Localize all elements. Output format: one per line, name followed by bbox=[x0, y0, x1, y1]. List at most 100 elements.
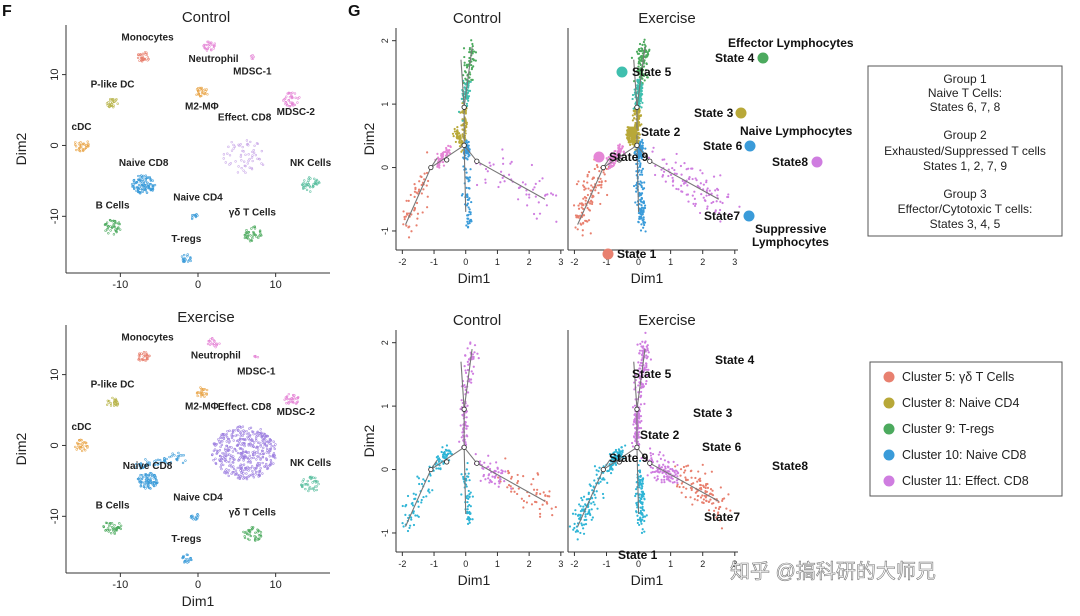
cell-point bbox=[635, 50, 639, 53]
cell-point bbox=[475, 183, 479, 187]
cell-point bbox=[548, 490, 551, 493]
cell-point bbox=[578, 202, 582, 205]
cell-point bbox=[81, 142, 85, 146]
cell-point bbox=[232, 143, 235, 147]
cell-point bbox=[236, 451, 240, 455]
cell-point bbox=[471, 42, 474, 46]
cell-point bbox=[190, 515, 193, 518]
cell-point bbox=[230, 140, 233, 144]
cell-point bbox=[137, 178, 141, 181]
cell-point bbox=[471, 353, 474, 356]
cell-point bbox=[640, 487, 643, 490]
cell-point bbox=[225, 435, 229, 439]
cell-point bbox=[654, 164, 657, 167]
cell-point bbox=[467, 472, 470, 475]
cell-point bbox=[153, 474, 156, 477]
cell-point bbox=[642, 40, 645, 44]
cell-point bbox=[313, 177, 316, 181]
cell-point bbox=[416, 475, 419, 478]
cell-point bbox=[644, 44, 647, 48]
cell-point bbox=[637, 123, 640, 127]
cell-point bbox=[467, 358, 471, 361]
cell-point bbox=[247, 469, 250, 472]
cell-point bbox=[234, 429, 237, 432]
state-label: State8 bbox=[772, 459, 808, 473]
cell-point bbox=[292, 104, 295, 107]
cell-point bbox=[457, 110, 461, 113]
cell-point bbox=[669, 467, 672, 471]
cell-point bbox=[592, 176, 596, 179]
cell-point bbox=[296, 101, 299, 104]
cell-point bbox=[112, 404, 116, 407]
cell-point bbox=[145, 477, 149, 480]
cell-point bbox=[641, 485, 644, 488]
cell-point bbox=[599, 202, 602, 206]
cell-point bbox=[593, 465, 597, 468]
cell-point bbox=[646, 54, 649, 58]
cell-point bbox=[465, 424, 468, 428]
cell-point bbox=[79, 141, 82, 144]
cell-point bbox=[465, 63, 469, 66]
cell-point bbox=[469, 342, 472, 345]
state-label: State 2 bbox=[640, 428, 680, 442]
tree-node bbox=[428, 164, 434, 171]
cell-point bbox=[410, 518, 413, 521]
cell-point bbox=[252, 456, 255, 460]
cell-point bbox=[425, 171, 429, 175]
cell-point bbox=[106, 399, 110, 403]
branch-cluster-11-effect-cd8 bbox=[640, 447, 680, 485]
cell-point bbox=[302, 184, 305, 187]
cell-point bbox=[143, 183, 146, 187]
cell-point bbox=[406, 494, 410, 498]
cell-point bbox=[468, 208, 471, 211]
state-label: State 6 bbox=[702, 440, 742, 454]
cell-point bbox=[117, 226, 120, 229]
cell-point bbox=[234, 469, 238, 472]
cell-point bbox=[263, 442, 267, 446]
cell-point bbox=[581, 524, 584, 527]
cell-point bbox=[80, 145, 83, 149]
cell-point bbox=[582, 214, 586, 217]
cell-point bbox=[738, 205, 741, 208]
cell-point bbox=[487, 454, 490, 457]
cell-point bbox=[149, 178, 153, 181]
cell-point bbox=[640, 47, 643, 50]
cell-point bbox=[458, 145, 462, 148]
cell-point bbox=[479, 479, 482, 482]
tree-node bbox=[444, 459, 450, 465]
cell-point bbox=[221, 440, 224, 443]
cell-point bbox=[595, 469, 598, 472]
x-tick-label: 0 bbox=[636, 559, 641, 569]
cell-point bbox=[238, 438, 242, 441]
cell-point bbox=[109, 225, 112, 228]
cell-point bbox=[139, 467, 142, 470]
cell-point bbox=[721, 498, 724, 501]
cell-point bbox=[242, 160, 246, 163]
cell-point bbox=[445, 444, 449, 447]
cell-point bbox=[247, 466, 251, 470]
cell-point bbox=[725, 507, 728, 510]
cell-point bbox=[244, 455, 248, 458]
cell-point bbox=[207, 339, 210, 343]
cell-point bbox=[258, 234, 261, 237]
cell-point bbox=[449, 452, 452, 455]
cell-point bbox=[718, 208, 722, 212]
cell-point bbox=[307, 177, 310, 180]
cell-point bbox=[119, 524, 123, 528]
cell-point bbox=[232, 471, 235, 474]
cell-point bbox=[640, 531, 644, 534]
cell-point bbox=[410, 502, 413, 505]
cell-point bbox=[309, 487, 312, 491]
cell-point bbox=[645, 354, 648, 357]
cell-point bbox=[686, 478, 689, 481]
cell-point bbox=[584, 219, 587, 222]
cell-point bbox=[467, 84, 470, 87]
y-tick-label: 0 bbox=[380, 165, 390, 170]
cell-point bbox=[590, 508, 593, 511]
cell-point bbox=[643, 223, 646, 227]
cell-point bbox=[314, 181, 317, 185]
cell-point bbox=[213, 443, 216, 446]
cell-point bbox=[418, 482, 421, 486]
tree-node bbox=[616, 157, 622, 163]
cell-point bbox=[230, 149, 234, 152]
